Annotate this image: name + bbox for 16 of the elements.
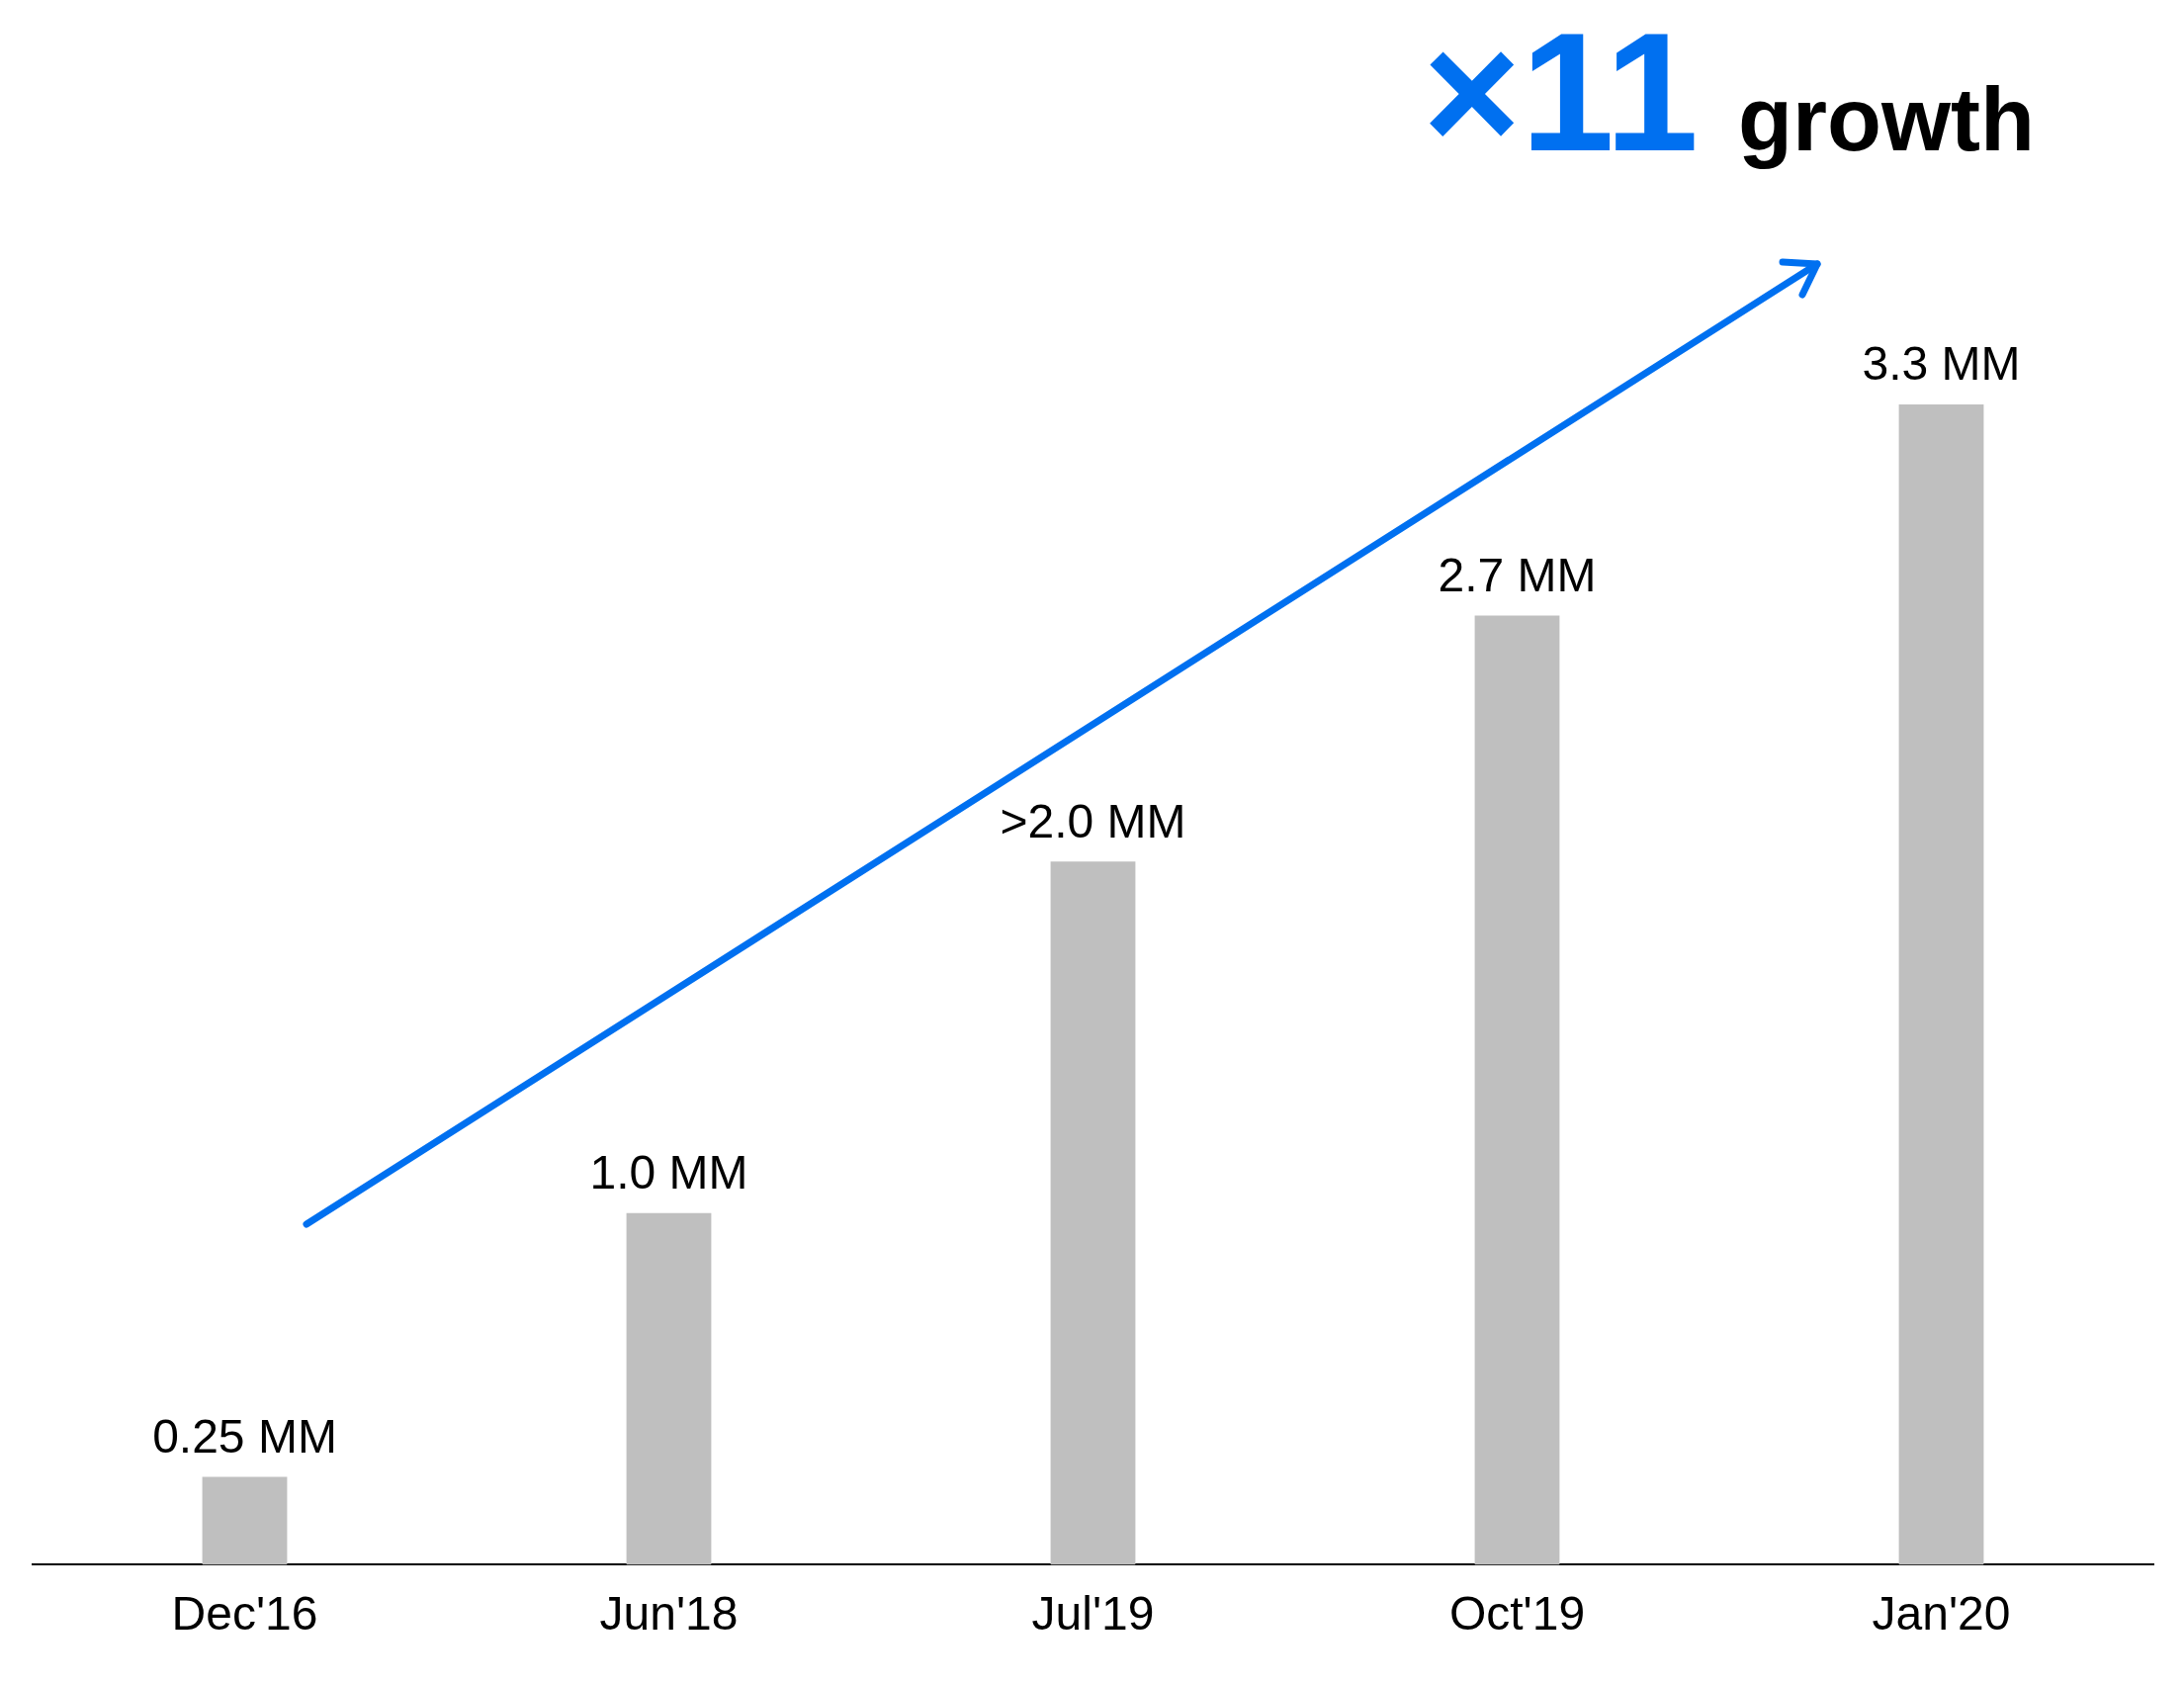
- bar: [1898, 404, 1984, 1565]
- bar: [626, 1212, 712, 1565]
- bar: [1050, 861, 1136, 1565]
- bar: [1474, 615, 1560, 1565]
- data-label: >2.0 MM: [1000, 794, 1186, 847]
- data-label: 0.25 MM: [152, 1409, 337, 1463]
- data-label: 3.3 MM: [1862, 337, 2021, 391]
- x-tick-label: Dec'16: [171, 1587, 318, 1641]
- x-tick-label: Jan'20: [1872, 1587, 2011, 1641]
- text: ×11 growth: [1423, 0, 2035, 186]
- x-tick-label: Jul'19: [1031, 1587, 1155, 1641]
- x-tick-label: Jun'18: [599, 1587, 739, 1641]
- data-label: 1.0 MM: [589, 1146, 748, 1199]
- data-label: 2.7 MM: [1438, 548, 1597, 601]
- bar: [202, 1476, 288, 1565]
- x-tick-label: Oct'19: [1448, 1587, 1586, 1641]
